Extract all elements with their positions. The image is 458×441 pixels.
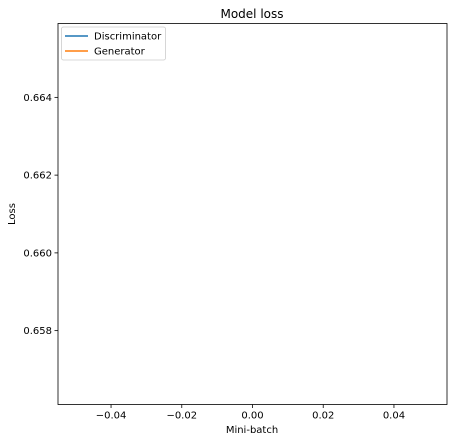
x-axis-label: Mini-batch (226, 425, 278, 436)
x-axis-ticks: −0.04 −0.02 0.00 0.02 0.04 (96, 404, 405, 422)
x-tick-label: −0.02 (166, 411, 197, 422)
y-tick-label: 0.660 (23, 248, 52, 259)
legend: Discriminator Generator (61, 26, 166, 61)
x-tick-label: 0.04 (383, 411, 405, 422)
y-tick-label: 0.662 (23, 171, 52, 182)
x-tick-label: −0.04 (96, 411, 127, 422)
y-axis-label: Loss (7, 203, 18, 225)
chart-title: Model loss (220, 7, 283, 21)
legend-label-discriminator: Discriminator (94, 32, 162, 43)
x-tick-label: 0.02 (312, 411, 334, 422)
y-axis-ticks: 0.658 0.660 0.662 0.664 (23, 93, 58, 337)
legend-label-generator: Generator (94, 47, 146, 58)
y-tick-label: 0.658 (23, 326, 52, 337)
y-tick-label: 0.664 (23, 93, 52, 104)
x-tick-label: 0.00 (241, 411, 263, 422)
